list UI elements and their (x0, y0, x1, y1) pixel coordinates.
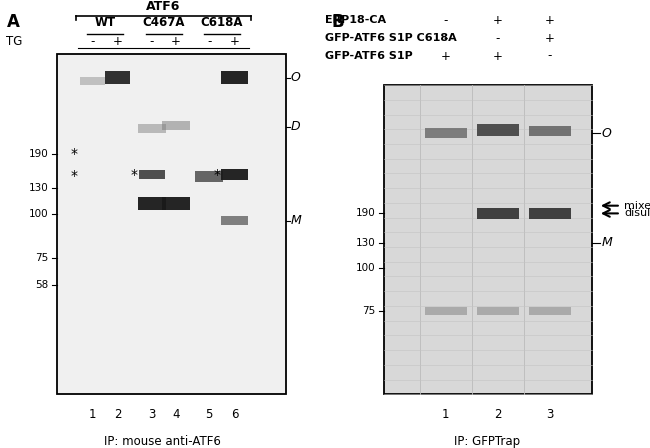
Text: -: - (444, 31, 448, 45)
Bar (138, 198, 166, 210)
Bar (80, 77, 105, 86)
Bar (162, 121, 190, 129)
Text: D: D (291, 121, 300, 134)
Bar (425, 307, 467, 315)
Text: 100: 100 (356, 263, 376, 272)
Text: GFP-ATF6 S1P C618A: GFP-ATF6 S1P C618A (325, 33, 457, 43)
Text: 190: 190 (29, 149, 49, 159)
Text: -: - (90, 34, 95, 48)
Bar (221, 72, 248, 84)
Bar (105, 72, 130, 84)
Text: ATF6: ATF6 (146, 0, 181, 13)
Bar (57, 54, 286, 394)
Text: +: + (112, 34, 123, 48)
Text: *: * (213, 168, 220, 181)
Text: 100: 100 (29, 209, 49, 219)
Text: +: + (545, 13, 555, 27)
Text: +: + (441, 49, 451, 63)
Text: -: - (496, 31, 500, 45)
Text: 3: 3 (546, 408, 554, 421)
Text: -: - (150, 34, 154, 48)
Bar (529, 208, 571, 219)
Text: 2: 2 (114, 408, 122, 421)
Text: mixed: mixed (624, 201, 650, 211)
Text: ERP18-CA: ERP18-CA (325, 15, 386, 25)
Text: 5: 5 (205, 408, 213, 421)
Bar (221, 216, 248, 225)
Text: C618A: C618A (201, 16, 243, 29)
Bar (477, 208, 519, 219)
Text: disulfides: disulfides (624, 208, 650, 219)
Text: 190: 190 (356, 208, 376, 219)
Text: +: + (171, 34, 181, 48)
Text: *: * (71, 169, 78, 183)
Text: 1: 1 (442, 408, 450, 421)
Text: TG: TG (6, 34, 23, 48)
Text: A: A (6, 13, 20, 31)
Bar (139, 170, 164, 179)
Text: 58: 58 (36, 280, 49, 290)
Bar (529, 307, 571, 315)
Bar (221, 169, 248, 180)
Text: C467A: C467A (143, 16, 185, 29)
Text: -: - (548, 49, 552, 63)
Bar (477, 125, 519, 135)
Text: M: M (291, 214, 302, 227)
Bar (425, 128, 467, 138)
Bar (477, 307, 519, 315)
Text: O: O (291, 71, 301, 84)
Text: WT: WT (94, 16, 116, 29)
Text: *: * (71, 147, 78, 161)
Text: +: + (493, 49, 503, 63)
Text: IP: mouse anti-ATF6: IP: mouse anti-ATF6 (104, 435, 221, 448)
Text: M: M (601, 236, 612, 249)
Bar (138, 124, 166, 133)
Bar (162, 198, 190, 210)
Text: 6: 6 (231, 408, 238, 421)
Text: 130: 130 (29, 183, 49, 193)
Text: GFP-ATF6 S1P: GFP-ATF6 S1P (325, 51, 413, 61)
Text: 1: 1 (88, 408, 96, 421)
Text: +: + (229, 34, 239, 48)
Text: B: B (332, 13, 344, 31)
Text: -: - (444, 13, 448, 27)
Bar (529, 126, 571, 136)
Text: -: - (207, 34, 211, 48)
Bar (384, 85, 592, 394)
Text: 3: 3 (148, 408, 155, 421)
Text: 130: 130 (356, 238, 376, 248)
Text: 75: 75 (36, 253, 49, 263)
Text: 75: 75 (362, 306, 376, 316)
Text: IP: GFPTrap: IP: GFPTrap (454, 435, 521, 448)
Text: O: O (601, 126, 611, 139)
Text: 2: 2 (494, 408, 502, 421)
Text: *: * (131, 168, 138, 181)
Text: +: + (493, 13, 503, 27)
Bar (196, 171, 223, 182)
Text: 4: 4 (172, 408, 180, 421)
Text: +: + (545, 31, 555, 45)
